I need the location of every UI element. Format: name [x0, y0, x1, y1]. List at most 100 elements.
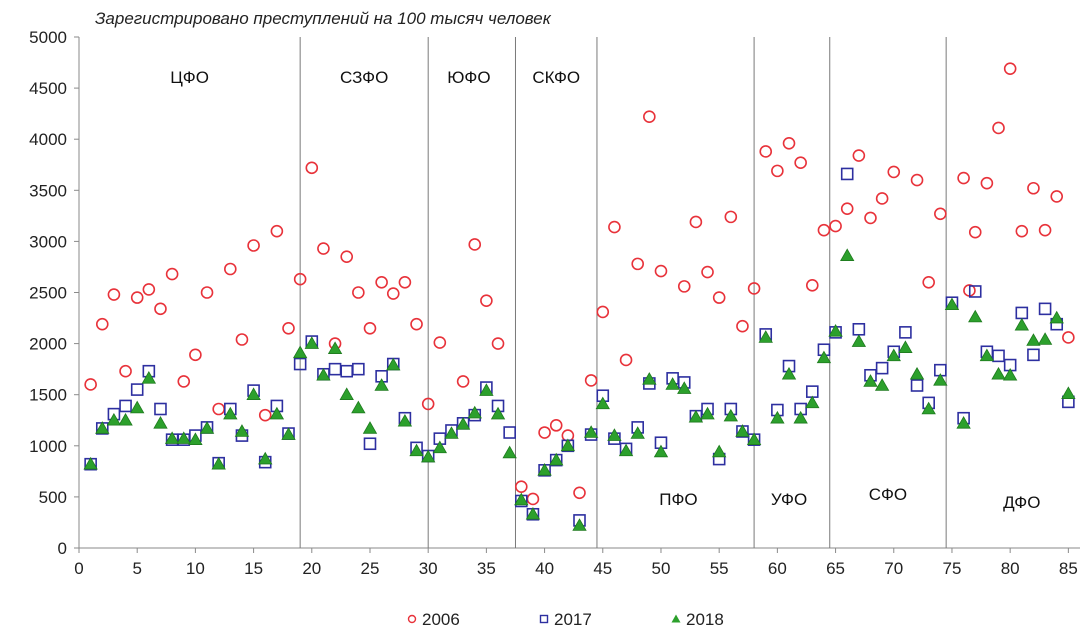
point-2018: [327, 341, 343, 354]
point-2018: [176, 431, 191, 444]
point-2006: [922, 275, 935, 289]
point-2018: [560, 438, 576, 452]
point-2018: [618, 443, 634, 457]
x-tick-label: 35: [477, 559, 496, 578]
point-2006: [805, 279, 819, 292]
x-tick-label: 40: [535, 559, 554, 578]
point-2018: [374, 378, 389, 391]
point-2006: [794, 156, 807, 170]
legend-label-2006: 2006: [422, 610, 460, 629]
point-2006: [282, 321, 295, 335]
point-2018: [711, 444, 727, 458]
point-2006: [631, 257, 644, 271]
point-2006: [177, 375, 191, 388]
point-2018: [211, 456, 226, 470]
point-2018: [1049, 310, 1064, 324]
point-2006: [142, 283, 156, 296]
point-2018: [362, 421, 378, 434]
point-2018: [909, 366, 925, 380]
x-tick-label: 70: [884, 559, 903, 578]
point-2006: [433, 336, 447, 349]
x-tick-label: 15: [244, 559, 263, 578]
point-2006: [154, 302, 167, 316]
point-2006: [747, 282, 761, 295]
point-2018: [292, 345, 308, 359]
y-tick-label: 2500: [29, 284, 67, 303]
point-2018: [851, 334, 867, 347]
y-tick-label: 500: [39, 488, 67, 507]
point-2006: [538, 426, 551, 439]
y-tick-label: 3000: [29, 232, 67, 251]
point-2006: [317, 242, 330, 255]
point-2006: [980, 176, 994, 190]
x-tick-label: 60: [768, 559, 787, 578]
x-tick-label: 25: [361, 559, 380, 578]
point-2018: [1002, 367, 1018, 381]
point-2018: [746, 432, 762, 445]
point-2018: [840, 248, 855, 261]
point-2006: [654, 264, 668, 278]
point-2018: [397, 413, 413, 427]
point-2017: [119, 399, 132, 413]
point-2006: [352, 286, 365, 299]
point-2006: [340, 250, 354, 264]
point-2017: [352, 362, 365, 376]
point-2006: [1027, 181, 1040, 195]
point-2018: [351, 400, 366, 414]
point-2006: [619, 353, 633, 367]
point-2006: [957, 171, 970, 185]
point-2018: [886, 348, 901, 362]
point-2018: [607, 428, 622, 441]
point-2017: [840, 167, 854, 181]
data-points: [83, 62, 1076, 531]
point-2006: [398, 275, 412, 289]
region-label: СКФО: [532, 68, 580, 87]
y-tick-label: 1500: [29, 386, 67, 405]
y-tick-label: 4000: [29, 130, 67, 149]
region-label: УФО: [771, 490, 807, 509]
legend-label-2017: 2017: [554, 610, 592, 629]
point-2006: [852, 149, 866, 162]
x-tick-label: 0: [74, 559, 83, 578]
point-2006: [549, 419, 563, 432]
chart-title: Зарегистрировано преступлений на 100 тыс…: [95, 9, 552, 28]
point-2017: [992, 349, 1005, 363]
point-2017: [1038, 302, 1052, 316]
point-2018: [1026, 333, 1041, 346]
point-2018: [153, 416, 168, 429]
x-tick-label: 5: [132, 559, 141, 578]
region-label: СФО: [869, 485, 907, 504]
point-2006: [829, 219, 842, 233]
point-2006: [1050, 190, 1064, 203]
point-2006: [247, 239, 260, 252]
point-2018: [444, 426, 459, 439]
point-2018: [490, 406, 506, 420]
point-2018: [1014, 317, 1029, 331]
point-2018: [537, 463, 552, 476]
point-2017: [130, 383, 144, 396]
point-2006: [130, 291, 144, 304]
point-2018: [304, 336, 319, 349]
series-2006: [84, 62, 1075, 506]
point-2018: [677, 381, 692, 394]
point-2006: [224, 262, 237, 276]
point-2006: [817, 223, 831, 237]
region-label: ЦФО: [170, 68, 209, 87]
point-2006: [1003, 62, 1017, 75]
point-2006: [515, 480, 528, 493]
point-2006: [968, 225, 982, 239]
x-tick-label: 65: [826, 559, 845, 578]
point-2018: [898, 340, 913, 353]
point-2018: [141, 371, 157, 384]
point-2006: [258, 408, 272, 422]
x-tick-label: 45: [593, 559, 612, 578]
point-2017: [503, 426, 516, 439]
point-2018: [979, 348, 995, 362]
point-2017: [363, 437, 377, 451]
point-2006: [736, 319, 749, 333]
point-2018: [467, 405, 482, 419]
point-2017: [1027, 348, 1040, 362]
point-2006: [596, 305, 610, 319]
y-tick-label: 2000: [29, 335, 67, 354]
